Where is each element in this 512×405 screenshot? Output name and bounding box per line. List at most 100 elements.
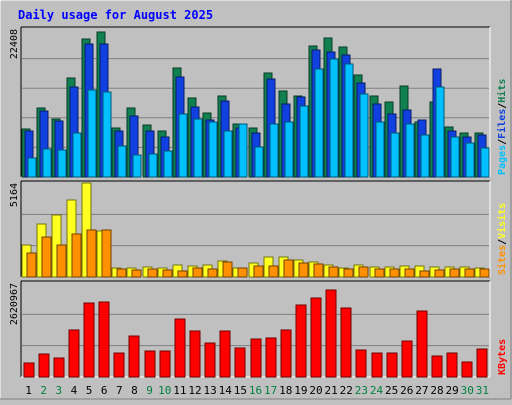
bar-pages-day-15 bbox=[238, 123, 248, 178]
bar-pages-day-20 bbox=[314, 68, 324, 178]
bar-pages-day-2 bbox=[42, 148, 52, 178]
bar-sites-day-9 bbox=[147, 268, 158, 278]
x-tick-label: 16 bbox=[249, 384, 262, 397]
bar-pages-day-7 bbox=[117, 145, 127, 178]
x-tick-label: 5 bbox=[86, 384, 93, 397]
bar-sites-day-20 bbox=[313, 263, 324, 278]
bar-pages-day-11 bbox=[178, 113, 188, 178]
legend-entry: Files bbox=[496, 109, 508, 139]
x-tick-label: 18 bbox=[279, 384, 292, 397]
x-tick-label: 1 bbox=[25, 384, 32, 397]
bar-pages-day-14 bbox=[223, 130, 233, 178]
bar-sites-day-15 bbox=[237, 267, 248, 278]
bar-sites-day-30 bbox=[464, 268, 475, 278]
bar-pages-day-23 bbox=[359, 93, 369, 178]
bar-kbytes-day-1 bbox=[23, 362, 35, 378]
x-tick-label: 20 bbox=[309, 384, 322, 397]
bar-pages-day-22 bbox=[344, 63, 354, 178]
y-max-label: 5164 bbox=[9, 183, 20, 207]
bar-kbytes-day-2 bbox=[38, 353, 50, 378]
bar-pages-day-26 bbox=[405, 123, 415, 178]
bar-kbytes-day-14 bbox=[219, 330, 231, 378]
bar-kbytes-day-28 bbox=[431, 355, 443, 378]
panel-legend: Sites/Visits bbox=[496, 203, 508, 275]
bar-kbytes-day-5 bbox=[83, 302, 95, 378]
x-tick-label: 10 bbox=[158, 384, 171, 397]
bar-kbytes-day-13 bbox=[204, 342, 216, 378]
bar-pages-day-28 bbox=[435, 86, 445, 178]
bar-kbytes-day-18 bbox=[280, 329, 292, 378]
bar-sites-day-29 bbox=[449, 268, 460, 278]
bar-pages-day-18 bbox=[284, 121, 294, 178]
bar-sites-day-27 bbox=[419, 270, 430, 278]
x-tick-label: 26 bbox=[400, 384, 413, 397]
bar-kbytes-day-6 bbox=[98, 301, 110, 378]
bar-kbytes-day-31 bbox=[476, 348, 488, 378]
legend-separator: / bbox=[497, 103, 508, 109]
bar-sites-day-2 bbox=[41, 236, 52, 278]
bar-kbytes-day-25 bbox=[386, 352, 398, 378]
x-tick-label: 7 bbox=[116, 384, 123, 397]
bar-sites-day-16 bbox=[253, 265, 264, 278]
x-tick-label: 3 bbox=[56, 384, 63, 397]
x-tick-label: 19 bbox=[294, 384, 307, 397]
x-tick-label: 23 bbox=[355, 384, 368, 397]
bar-sites-day-11 bbox=[177, 270, 188, 278]
bar-kbytes-day-7 bbox=[113, 352, 125, 378]
bar-pages-day-16 bbox=[254, 146, 264, 178]
bar-kbytes-day-4 bbox=[68, 329, 80, 378]
x-tick-label: 22 bbox=[340, 384, 353, 397]
bar-kbytes-day-26 bbox=[401, 340, 413, 378]
x-tick-label: 27 bbox=[415, 384, 428, 397]
bar-pages-day-6 bbox=[102, 91, 112, 178]
bar-pages-day-29 bbox=[450, 136, 460, 178]
legend-entry: Pages bbox=[497, 145, 508, 175]
x-tick-label: 31 bbox=[476, 384, 489, 397]
x-tick-label: 2 bbox=[40, 384, 47, 397]
bar-pages-day-12 bbox=[193, 118, 203, 178]
bar-pages-day-5 bbox=[87, 89, 97, 178]
bar-sites-day-5 bbox=[86, 229, 97, 278]
bar-kbytes-day-19 bbox=[295, 304, 307, 378]
bar-kbytes-day-24 bbox=[371, 352, 383, 378]
bar-sites-day-31 bbox=[479, 268, 490, 278]
bar-kbytes-day-30 bbox=[461, 361, 473, 378]
bar-sites-day-13 bbox=[207, 268, 218, 278]
bar-kbytes-day-10 bbox=[159, 350, 171, 378]
bar-kbytes-day-12 bbox=[189, 330, 201, 378]
legend-entry: Sites bbox=[496, 245, 508, 275]
bar-kbytes-day-9 bbox=[144, 350, 156, 378]
bar-sites-day-7 bbox=[116, 268, 127, 278]
y-max-label: 2620967 bbox=[9, 283, 20, 325]
panel-visits-sites: 5164 Sites/Visits bbox=[9, 180, 508, 278]
x-tick-label: 28 bbox=[430, 384, 443, 397]
bar-pages-day-17 bbox=[269, 123, 279, 178]
x-tick-label: 17 bbox=[264, 384, 277, 397]
bar-kbytes-day-15 bbox=[234, 347, 246, 378]
y-max-label: 22408 bbox=[9, 29, 20, 59]
bar-kbytes-day-22 bbox=[340, 307, 352, 378]
bar-kbytes-day-27 bbox=[416, 310, 428, 378]
bar-sites-day-28 bbox=[434, 269, 445, 278]
x-tick-label: 29 bbox=[446, 384, 459, 397]
x-tick-label: 14 bbox=[219, 384, 233, 397]
x-tick-label: 15 bbox=[234, 384, 247, 397]
legend-entry: Hits bbox=[496, 79, 508, 103]
bar-sites-day-23 bbox=[358, 266, 369, 278]
x-tick-label: 12 bbox=[188, 384, 201, 397]
bar-sites-day-18 bbox=[283, 259, 294, 278]
bar-pages-day-31 bbox=[480, 147, 490, 178]
chart-title: Daily usage for August 2025 bbox=[18, 8, 213, 22]
bar-kbytes-day-8 bbox=[128, 335, 140, 378]
legend-entry: Visits bbox=[496, 203, 508, 239]
bar-pages-day-8 bbox=[132, 154, 142, 178]
x-tick-label: 11 bbox=[173, 384, 186, 397]
bar-kbytes-day-29 bbox=[446, 352, 458, 378]
x-tick-label: 21 bbox=[325, 384, 338, 397]
bar-pages-day-24 bbox=[375, 121, 385, 178]
bar-sites-day-21 bbox=[328, 266, 339, 278]
bar-kbytes-day-11 bbox=[174, 318, 186, 378]
bar-sites-day-22 bbox=[343, 268, 354, 278]
bar-pages-day-1 bbox=[27, 157, 37, 178]
